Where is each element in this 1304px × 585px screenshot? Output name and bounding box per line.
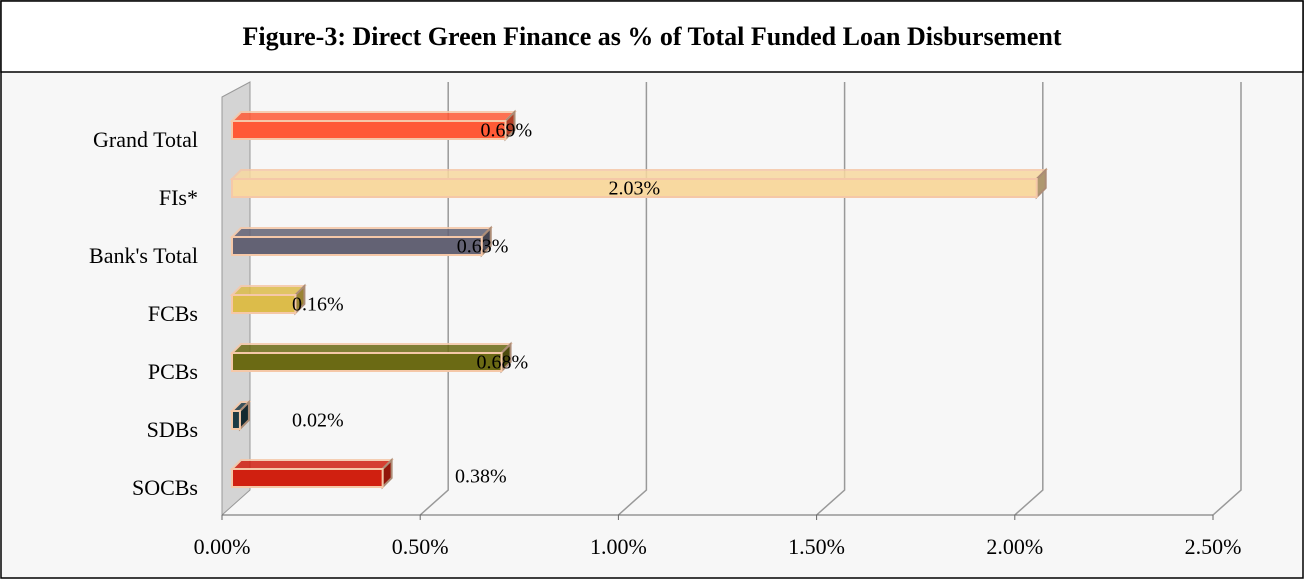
grid-line [617, 82, 648, 516]
bar [231, 178, 1038, 198]
bar [231, 352, 503, 372]
value-label: 0.16% [292, 294, 344, 316]
bar [231, 410, 241, 430]
grid-line [816, 82, 846, 516]
grid-line [419, 82, 449, 516]
y-tick-label: Grand Total [93, 127, 198, 152]
bar-top [229, 111, 517, 122]
value-label: 2.03% [609, 178, 661, 200]
x-tick-label: 2.50% [1185, 534, 1242, 559]
title-box [0, 0, 1304, 73]
y-tick-label: SDBs [147, 417, 198, 442]
x-tick-label: 1.50% [788, 534, 845, 559]
bar [231, 120, 507, 140]
y-tick-label: Bank's Total [89, 243, 198, 268]
x-tick-label: 0.00% [194, 534, 251, 559]
x-tick-label: 2.00% [986, 534, 1043, 559]
y-tick-label: FCBs [148, 301, 198, 326]
value-label: 0.69% [481, 120, 533, 142]
y-tick-label: FIs* [159, 185, 198, 210]
grid-line [1212, 82, 1242, 516]
bar-top [229, 459, 395, 470]
value-label: 0.38% [455, 466, 507, 488]
bar [231, 468, 384, 488]
value-label: 0.63% [457, 236, 509, 258]
y-tick-label: PCBs [148, 359, 198, 384]
bar-top [229, 343, 513, 354]
chart-title: Figure-3: Direct Green Finance as % of T… [243, 22, 1062, 51]
x-tick-label: 1.00% [590, 534, 647, 559]
y-tick-label: SOCBs [132, 475, 198, 500]
grid-line [1014, 82, 1044, 516]
value-label: 0.68% [477, 352, 529, 374]
x-tick-label: 0.50% [392, 534, 449, 559]
value-label: 0.02% [292, 410, 344, 432]
bar [231, 236, 483, 256]
bar-top [229, 227, 494, 238]
bar [231, 294, 297, 314]
